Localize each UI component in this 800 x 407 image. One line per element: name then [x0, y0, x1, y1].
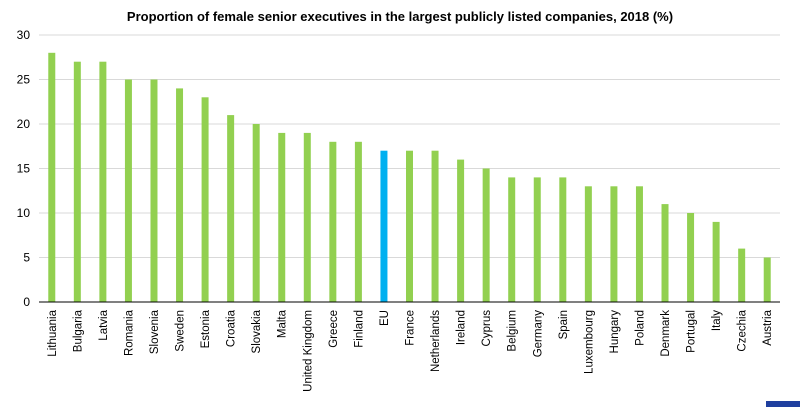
bar-spain [559, 177, 567, 302]
bars [48, 52, 771, 303]
x-tick-label: France [405, 310, 417, 346]
x-tick-label: Ireland [456, 310, 468, 345]
x-tick-label: Lithuania [47, 309, 59, 356]
bar-slovenia [150, 79, 158, 302]
x-tick-label: Italy [711, 310, 723, 331]
bar-poland [635, 186, 643, 302]
bar-cyprus [482, 168, 490, 302]
x-tick-label: Poland [634, 310, 646, 346]
x-tick-label: Germany [532, 310, 544, 358]
y-tick-label: 10 [17, 206, 31, 220]
x-tick-label: Slovenia [149, 309, 161, 354]
chart-title: Proportion of female senior executives i… [126, 9, 674, 24]
x-tick-label: Slovakia [251, 309, 263, 353]
y-tick-label: 5 [23, 251, 30, 265]
bar-greece [329, 141, 337, 302]
bar-romania [124, 79, 132, 302]
x-tick-label: Finland [353, 310, 365, 348]
x-tick-label: Estonia [200, 309, 212, 348]
bar-croatia [227, 115, 235, 302]
bar-malta [278, 132, 286, 302]
y-tick-label: 30 [17, 28, 31, 42]
bar-germany [533, 177, 541, 302]
y-tick-label: 25 [17, 73, 31, 87]
x-tick-label: Czechia [737, 309, 749, 351]
bar-italy [712, 221, 720, 302]
x-tick-label: Belgium [507, 310, 519, 352]
bar-ireland [457, 159, 465, 302]
x-tick-label: Malta [277, 309, 289, 338]
eu-flag-icon [766, 401, 800, 407]
bar-eu [380, 150, 388, 302]
y-tick-labels: 0 5 10 15 20 25 30 [17, 28, 31, 309]
x-tick-labels: Lithuania Bulgaria Latvia Romania Slovenia Sw… [47, 309, 774, 391]
bar-denmark [661, 204, 669, 302]
bar-belgium [508, 177, 516, 302]
x-tick-label: Luxembourg [583, 310, 595, 374]
x-tick-label: United Kingdom [302, 310, 314, 392]
bar-hungary [610, 186, 618, 302]
bar-sweden [176, 88, 184, 303]
bar-luxembourg [584, 186, 592, 302]
bar-bulgaria [73, 61, 81, 303]
footer-logo [766, 401, 800, 407]
bar-slovakia [252, 124, 260, 302]
bar-finland [354, 141, 362, 302]
bar-france [406, 150, 413, 302]
bar-austria [763, 257, 771, 302]
x-tick-label: Hungary [609, 310, 621, 354]
x-tick-label: Spain [558, 310, 570, 339]
x-tick-label: Austria [762, 309, 774, 345]
bar-lithuania [48, 52, 56, 302]
x-tick-label: Cyprus [481, 310, 493, 347]
bar-czechia [738, 248, 746, 302]
y-tick-label: 0 [23, 295, 30, 309]
y-tick-label: 15 [17, 162, 31, 176]
x-tick-label: Latvia [98, 309, 110, 340]
x-tick-label: Denmark [660, 310, 672, 357]
x-tick-label: Croatia [226, 309, 238, 347]
bar-estonia [201, 97, 209, 302]
x-tick-label: Bulgaria [72, 309, 84, 352]
x-tick-label: Sweden [175, 310, 187, 352]
x-tick-label: Portugal [686, 310, 698, 353]
bar-netherlands [431, 150, 439, 302]
x-tick-label: Romania [123, 309, 135, 356]
bar-portugal [687, 213, 695, 302]
x-tick-label: Netherlands [430, 310, 442, 372]
y-tick-label: 20 [17, 117, 31, 131]
x-tick-label: EU [379, 310, 391, 326]
x-tick-label: Greece [328, 310, 340, 348]
bar-latvia [99, 61, 107, 303]
bar-united-kingdom [303, 132, 311, 302]
